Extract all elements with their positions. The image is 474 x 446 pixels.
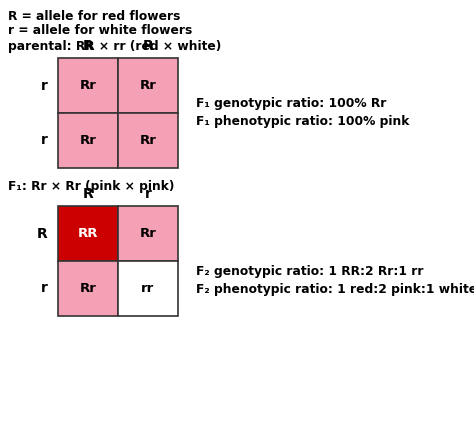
Text: Rr: Rr: [80, 134, 96, 147]
Text: r: r: [41, 281, 48, 296]
Bar: [58, 206, 118, 261]
Text: F₂ phenotypic ratio: 1 red:2 pink:1 white: F₂ phenotypic ratio: 1 red:2 pink:1 whit…: [196, 282, 474, 296]
Text: Rr: Rr: [139, 134, 156, 147]
Text: parental: RR × rr (red × white): parental: RR × rr (red × white): [8, 40, 221, 53]
Text: F₁ genotypic ratio: 100% Rr: F₁ genotypic ratio: 100% Rr: [196, 96, 386, 110]
Bar: [58, 113, 118, 168]
Text: r = allele for white flowers: r = allele for white flowers: [8, 24, 192, 37]
Text: Rr: Rr: [139, 79, 156, 92]
Text: r: r: [41, 133, 48, 148]
Bar: [118, 58, 178, 113]
Text: r: r: [41, 78, 48, 92]
Bar: [118, 206, 178, 261]
Bar: [118, 261, 178, 316]
Text: R: R: [37, 227, 48, 240]
Text: RR: RR: [78, 227, 98, 240]
Text: Rr: Rr: [139, 227, 156, 240]
Bar: [118, 113, 178, 168]
Text: Rr: Rr: [80, 79, 96, 92]
Bar: [58, 58, 118, 113]
Bar: [58, 261, 118, 316]
Text: rr: rr: [141, 282, 155, 295]
Text: R: R: [82, 39, 93, 53]
Text: r: r: [145, 187, 151, 201]
Text: Rr: Rr: [80, 282, 96, 295]
Text: R: R: [143, 39, 154, 53]
Text: F₁ phenotypic ratio: 100% pink: F₁ phenotypic ratio: 100% pink: [196, 115, 410, 128]
Text: F₂ genotypic ratio: 1 RR:2 Rr:1 rr: F₂ genotypic ratio: 1 RR:2 Rr:1 rr: [196, 264, 423, 277]
Text: R: R: [82, 187, 93, 201]
Text: R = allele for red flowers: R = allele for red flowers: [8, 10, 181, 23]
Text: F₁: Rr × Rr (pink × pink): F₁: Rr × Rr (pink × pink): [8, 180, 174, 193]
